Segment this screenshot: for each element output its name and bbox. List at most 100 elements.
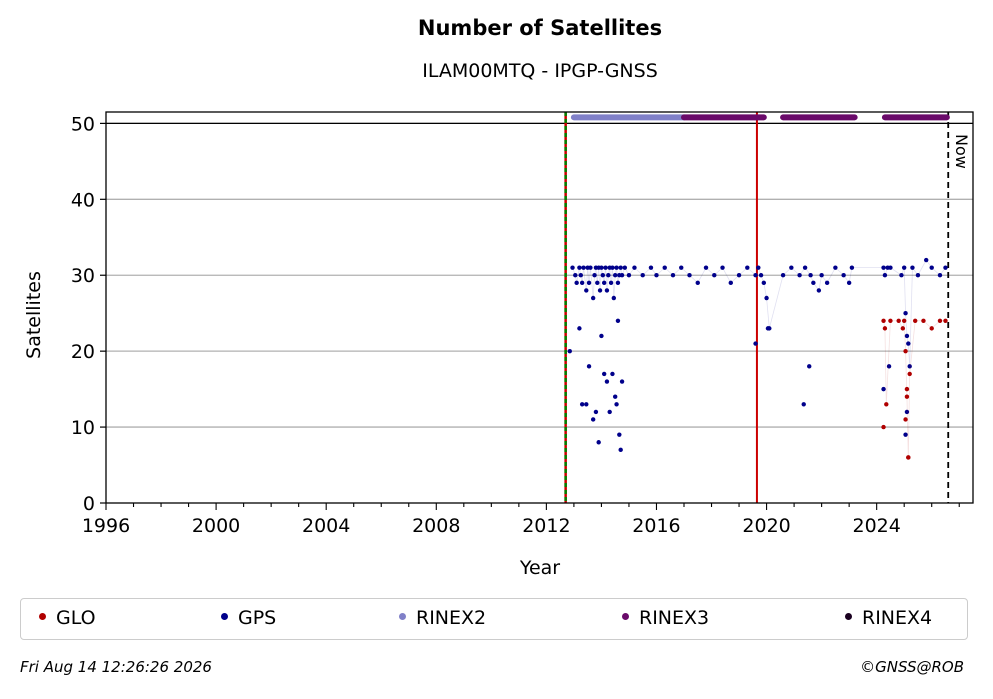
data-point-gps [802,265,808,270]
legend-marker [399,613,406,620]
data-point-gps [588,265,593,270]
legend-item-rinex3: RINEX3 [622,607,709,629]
data-point-gps-low [579,402,585,407]
x-tick-label: 2008 [412,515,460,537]
data-point-gps-low [619,379,625,384]
data-point-gps [578,273,583,278]
data-point-glo [904,394,910,399]
data-point-glo-low [906,455,911,460]
data-point-gps-low [614,402,619,407]
data-point-gps [586,280,592,286]
data-point-gps [929,265,934,270]
data-point-gps-low [617,432,622,437]
legend-marker [622,613,629,620]
data-point-gps [943,265,948,270]
data-point-gps [670,273,676,278]
data-point-gps [611,295,617,301]
data-point-gps [590,295,596,301]
data-point-gps-low [801,402,806,407]
data-point-glo [907,371,912,377]
data-point-gps [712,273,717,278]
data-point-gps [924,257,929,263]
data-point-gps [626,273,632,278]
data-point-gps [610,265,615,270]
data-point-glo [901,318,907,323]
data-point-gps [764,295,769,301]
data-point-gps [695,280,700,286]
data-point-gps [937,273,943,278]
data-point-gps [595,280,600,286]
data-point-gps-low [618,447,623,453]
data-point-gps-low [599,333,604,339]
data-point-gps [907,364,912,369]
legend-item-rinex4: RINEX4 [845,607,932,629]
data-point-gps [687,273,692,278]
data-point-gps-low [596,440,601,445]
legend-marker [39,613,46,620]
y-tick-label: 30 [71,265,95,287]
legend-marker [845,613,852,620]
data-layer [567,114,950,460]
data-point-glo [943,318,948,323]
data-point-gps [819,273,824,278]
data-point-gps [745,265,750,270]
data-point-gps-low [586,364,592,369]
x-tick-label: 2020 [742,515,790,537]
data-point-glo-low [881,424,886,430]
data-point-gps [797,273,802,278]
data-point-gps [612,273,618,278]
data-point-gps [753,273,758,278]
data-point-gps [811,280,816,286]
data-point-gps [600,273,606,278]
data-point-gps [581,265,586,270]
y-tick-label: 50 [71,113,95,135]
legend-label: RINEX4 [862,607,933,629]
data-point-glo [921,318,926,323]
data-point-gps [573,273,578,278]
chart-title: Number of Satellites [417,16,663,40]
data-point-glo [882,326,888,331]
data-point-glo [888,318,893,323]
data-point-gps [608,280,614,286]
chart-svg: Now 0 10 20 30 40 50 1996 2000 2004 2008 2012 2016 2… [23,111,974,579]
data-point-gps [679,265,684,270]
data-point-glo [937,318,943,323]
data-point-gps [654,273,659,278]
data-point-gps [846,280,852,286]
data-point-gps-low [590,417,596,422]
data-point-gps [703,265,709,270]
data-point-gps [789,265,794,270]
data-point-gps [808,273,813,278]
legend-label: RINEX2 [416,607,487,629]
data-point-gps [574,280,579,286]
legend-label: GPS [238,607,277,629]
data-point-gps [761,280,767,286]
data-point-gps-low [886,364,892,369]
data-point-gps [606,273,611,278]
y-tick-label: 10 [71,417,95,439]
data-point-gps [841,273,846,278]
data-point-gps [579,280,585,286]
legend-label: GLO [56,607,96,629]
data-point-glo [913,318,918,323]
data-point-gps [640,273,645,278]
data-point-gps-low [615,318,621,323]
x-tick-label: 2004 [302,515,350,537]
data-point-gps [915,273,921,278]
data-point-gps [592,273,597,278]
data-point-gps [910,265,915,270]
x-tick-label: 2000 [192,515,240,537]
data-point-gps [615,280,621,286]
x-tick-label: 1996 [82,515,130,537]
data-point-glo [884,402,889,407]
data-point-gps [648,265,654,270]
data-point-gps [816,288,822,293]
data-point-gps [570,265,575,270]
data-point-gps [736,273,742,278]
data-point-gps-low [881,386,886,392]
data-point-gps-low [904,409,910,415]
legend-item-rinex2: RINEX2 [399,607,486,629]
data-point-gps [601,280,607,286]
data-point-gps [599,265,604,270]
data-point-gps-low [903,432,908,437]
